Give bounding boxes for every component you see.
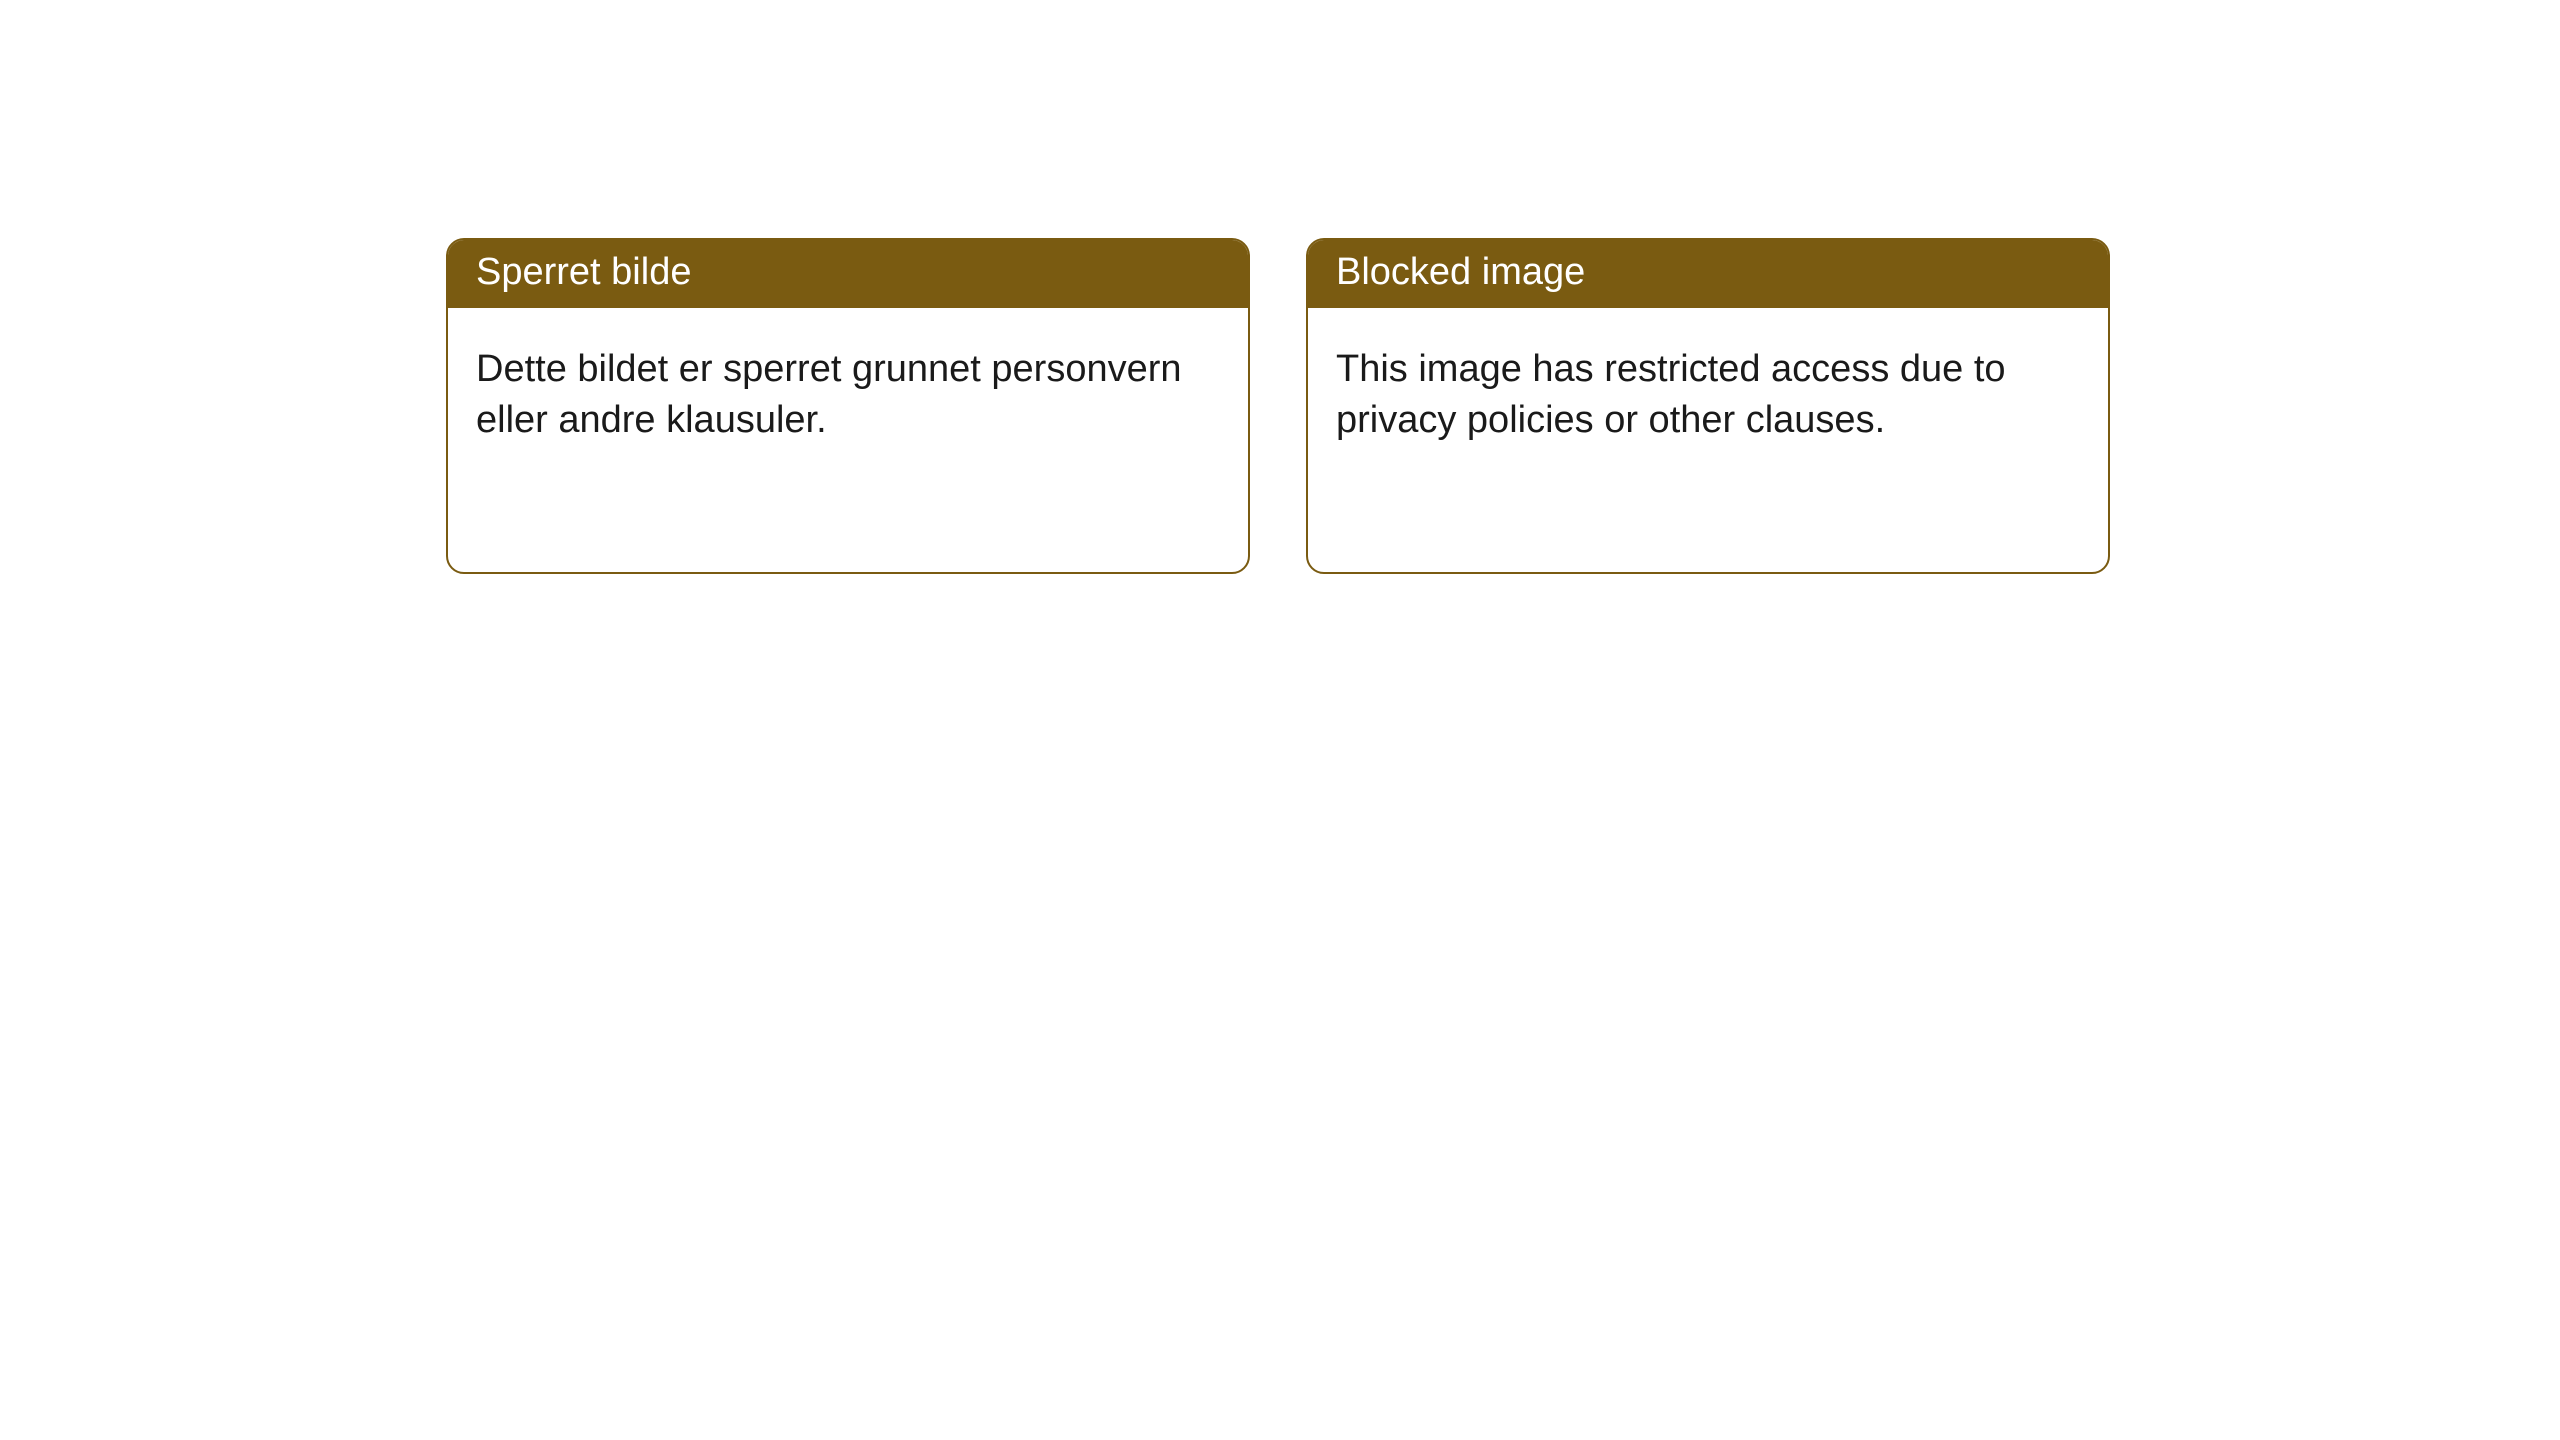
notice-container: Sperret bilde Dette bildet er sperret gr… <box>0 0 2560 574</box>
notice-card-norwegian: Sperret bilde Dette bildet er sperret gr… <box>446 238 1250 574</box>
notice-body: Dette bildet er sperret grunnet personve… <box>448 308 1248 475</box>
notice-header: Sperret bilde <box>448 240 1248 308</box>
notice-body: This image has restricted access due to … <box>1308 308 2108 475</box>
notice-card-english: Blocked image This image has restricted … <box>1306 238 2110 574</box>
notice-header: Blocked image <box>1308 240 2108 308</box>
